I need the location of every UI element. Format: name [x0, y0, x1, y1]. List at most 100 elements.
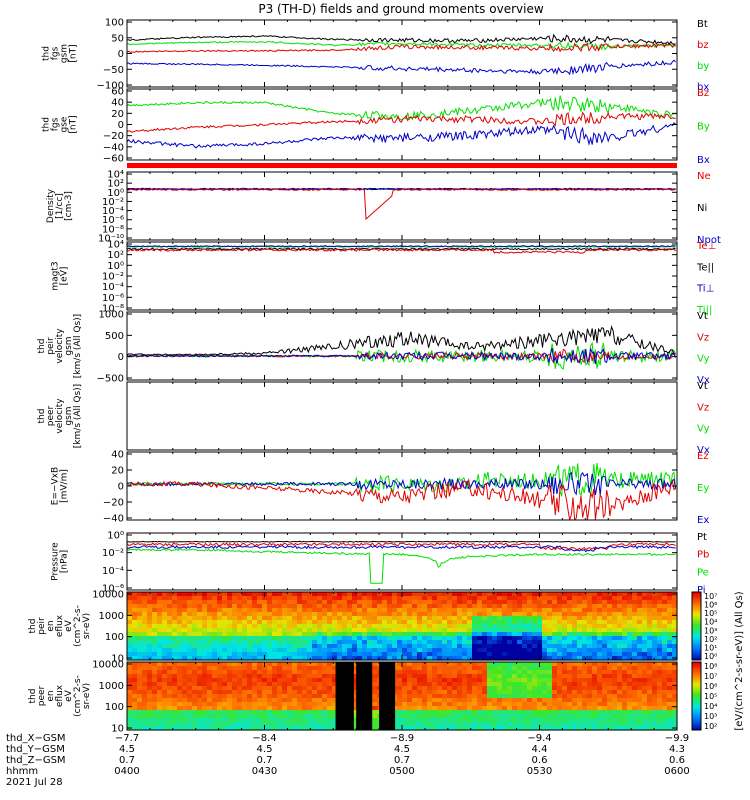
legend-peir_vel-0: Vt [697, 311, 708, 322]
y-tick-label: −100 [97, 81, 124, 92]
colorbar-tick: 10² [704, 635, 717, 644]
y-tick-label: 10⁻⁶ [102, 215, 124, 226]
y-tick-label: 40 [111, 450, 124, 461]
y-axis-label: [nPa] [60, 550, 70, 573]
legend-pressure-1: Pb [697, 550, 709, 561]
y-axis-label: velocity [55, 328, 65, 364]
y-tick-label: 10⁻⁴ [102, 206, 124, 217]
data-gap-bar-2 [379, 662, 396, 730]
y-tick-label: 10⁰ [107, 531, 124, 542]
x-axis-value-x: −8.4 [252, 733, 276, 744]
data-gap-bar-0 [335, 662, 354, 730]
series-bt-line [126, 33, 676, 46]
series-ne-line [126, 188, 676, 221]
series-vx-line [126, 347, 677, 365]
y-tick-label: −500 [97, 374, 124, 385]
x-axis-value-y: 4.5 [119, 744, 135, 755]
legend-efield-2: Ex [697, 515, 709, 526]
colorbar-top [691, 591, 702, 661]
y-tick-label: −60 [103, 154, 124, 165]
series-gse-bz-line [126, 111, 676, 133]
legend-peir_vel-1: Vz [697, 332, 709, 343]
colorbar-tick: 10⁶ [704, 682, 717, 691]
y-axis-label: peir [37, 617, 47, 635]
y-axis-label: [nT] [69, 115, 79, 133]
y-tick-label: 10⁻⁸ [102, 224, 124, 235]
y-axis-label: thd [28, 619, 38, 634]
legend-peer_vel-2: Vy [697, 424, 710, 435]
y-axis-label: en [46, 620, 56, 631]
y-axis-label: gse [60, 116, 70, 132]
colorbar-bottom [691, 661, 702, 731]
quality-flag-bar [127, 163, 677, 168]
y-tick-label: 10⁰ [107, 188, 124, 199]
colorbar-tick: 10³ [704, 626, 717, 635]
legend-temp-2: Ti⊥ [696, 284, 714, 295]
y-tick-label: −20 [103, 131, 124, 142]
colorbar-tick: 10² [704, 722, 717, 731]
y-axis-label: peer [46, 405, 56, 426]
y-tick-label: 100 [105, 18, 124, 29]
legend-pressure-2: Pe [697, 567, 709, 578]
y-tick-label: −50 [103, 65, 124, 76]
legend-peer_vel-0: Vt [697, 381, 708, 392]
y-tick-label: 10⁻⁴ [102, 282, 124, 293]
legend-fgs_gsm-1: bz [697, 40, 709, 51]
colorbar-tick: 10⁴ [704, 702, 717, 711]
colorbar-tick: 10⁵ [704, 692, 717, 701]
y-tick-label: 50 [111, 33, 124, 44]
y-tick-label: 1000 [99, 310, 124, 321]
series-by-line [127, 40, 677, 51]
legend-peer_vel-1: Vz [697, 402, 709, 413]
colorbar-tick: 10¹ [704, 643, 717, 652]
legend-efield-0: Ez [697, 451, 709, 462]
series-te-par-line [126, 247, 676, 251]
y-axis-label: gsm [60, 44, 70, 63]
y-tick-label: 10⁻² [102, 197, 124, 208]
y-axis-label: gsm [64, 406, 74, 425]
legend-temp-0: Te⊥ [696, 241, 716, 252]
y-axis-label: [km/s (All Qs)] [73, 314, 83, 378]
y-tick-label: 10000 [92, 660, 124, 671]
y-axis-label: thd [28, 689, 38, 704]
x-axis-value-t: 0600 [664, 766, 689, 777]
x-axis-value-t: 0500 [389, 766, 414, 777]
y-axis-label: eV [64, 619, 74, 632]
y-axis-label: gsm [64, 336, 74, 355]
chart-title: P3 (TH-D) fields and ground moments over… [258, 2, 543, 16]
colorbar-tick: 10⁵ [704, 609, 717, 618]
y-axis-label: sr-eV) [82, 613, 92, 639]
series-te-perp-line [127, 248, 676, 254]
y-axis-label: en [46, 690, 56, 701]
x-axis-value-x: −8.9 [390, 733, 414, 744]
y-tick-label: 20 [111, 466, 124, 477]
legend-pressure-3: Pi [697, 585, 706, 596]
x-axis-value-x: −7.7 [115, 733, 139, 744]
colorbar-tick: 10⁷ [704, 672, 717, 681]
y-tick-label: 10⁴ [107, 170, 124, 181]
x-axis-value-t: 0430 [252, 766, 277, 777]
y-tick-label: 0 [118, 482, 124, 493]
series-gse-bx-line [126, 122, 676, 149]
y-tick-label: −40 [103, 142, 124, 153]
x-axis-value-z: 0.7 [394, 755, 410, 766]
y-tick-label: 10⁰ [107, 261, 124, 272]
x-axis-value-y: 4.3 [669, 744, 685, 755]
colorbar-tick: 10³ [704, 712, 717, 721]
x-axis-value-x: −9.4 [527, 733, 551, 744]
y-tick-label: −20 [103, 498, 124, 509]
series-npot-line [126, 187, 676, 190]
x-axis-value-x: −9.9 [665, 733, 689, 744]
y-axis-label: E=−VxB [51, 467, 61, 505]
x-axis-value-y: 4.5 [394, 744, 410, 755]
x-axis-value-t: 0530 [527, 766, 552, 777]
legend-peer_vel-3: Vx [697, 445, 710, 456]
legend-fgs_gsm-0: Bt [697, 19, 708, 30]
y-tick-label: 10 [111, 724, 124, 735]
y-tick-label: 0 [118, 120, 124, 131]
legend-efield-1: Ey [697, 483, 709, 494]
y-axis-label: Pressure [51, 542, 61, 581]
y-axis-label: magt3 [51, 261, 61, 290]
colorbar-tick: 10⁸ [704, 662, 717, 671]
